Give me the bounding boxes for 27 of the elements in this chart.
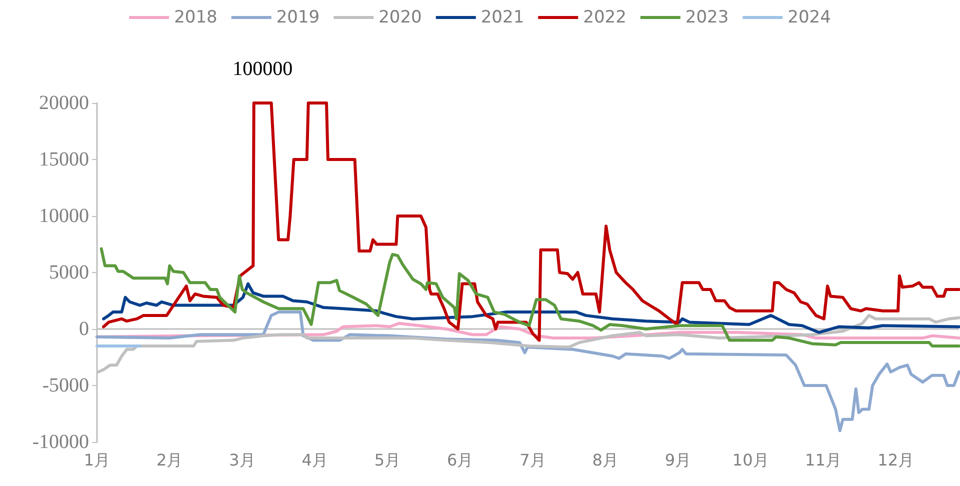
y-tick-label: 10000 bbox=[39, 205, 89, 227]
legend-label: 2020 bbox=[378, 8, 422, 28]
x-tick-label: 9月 bbox=[664, 450, 692, 470]
x-tick-label: 2月 bbox=[156, 450, 183, 470]
legend-label: 2018 bbox=[174, 8, 218, 28]
y-tick-label: -5000 bbox=[42, 374, 89, 396]
x-tick-label: 6月 bbox=[447, 450, 474, 470]
y-tick-label: 15000 bbox=[39, 148, 89, 170]
y-tick-label: 20000 bbox=[39, 92, 89, 114]
x-tick-label: 4月 bbox=[302, 450, 328, 470]
legend-label: 2022 bbox=[583, 8, 626, 28]
y-tick-label: 0 bbox=[79, 318, 89, 340]
legend-label: 2024 bbox=[788, 8, 831, 28]
legend-label: 2023 bbox=[685, 8, 729, 28]
x-tick-label: 11月 bbox=[805, 450, 842, 470]
x-tick-label: 7月 bbox=[520, 450, 546, 470]
x-tick-label: 8月 bbox=[592, 450, 618, 470]
annotation: 100000 bbox=[232, 58, 293, 80]
y-tick-label: 5000 bbox=[49, 262, 89, 284]
legend-label: 2021 bbox=[480, 8, 524, 28]
x-tick-label: 10月 bbox=[732, 450, 769, 470]
y-tick-label: -10000 bbox=[32, 431, 89, 453]
x-tick-label: 5月 bbox=[374, 450, 401, 470]
x-tick-label: 12月 bbox=[878, 450, 914, 470]
legend-label: 2019 bbox=[276, 8, 320, 28]
x-tick-label: 1月 bbox=[84, 450, 110, 470]
x-tick-label: 3月 bbox=[229, 450, 256, 470]
